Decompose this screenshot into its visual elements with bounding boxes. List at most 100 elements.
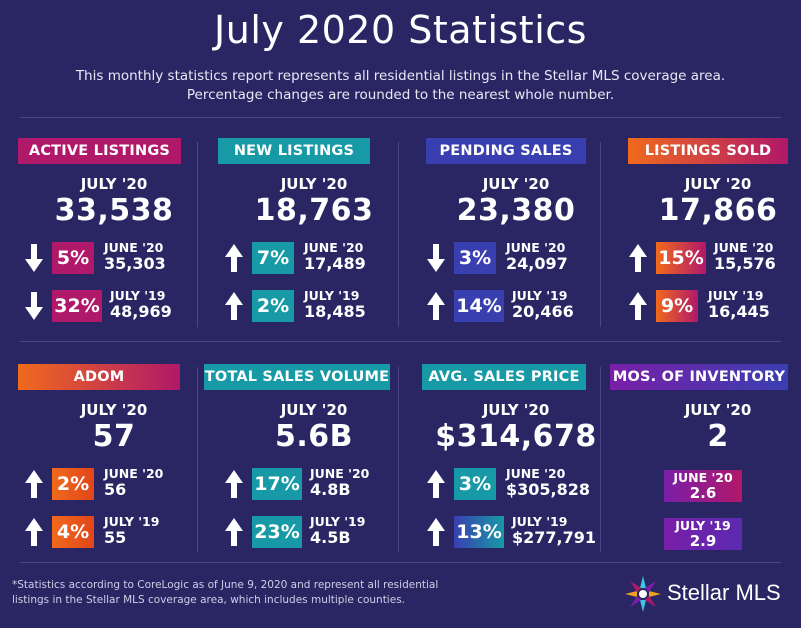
comparison-value: 15,576: [714, 254, 776, 273]
percent-change-badge: 4%: [52, 516, 94, 548]
current-period-label: JULY '20: [482, 175, 550, 193]
metric-label-badge: NEW LISTINGS: [218, 138, 370, 164]
percent-change-badge: 13%: [454, 516, 504, 548]
column-divider-6: [600, 367, 601, 552]
arrow-up-icon: [426, 516, 446, 548]
arrow-up-icon: [24, 516, 44, 548]
current-period-label: JULY '20: [482, 401, 550, 419]
metric-label-badge: LISTINGS SOLD: [628, 138, 788, 164]
comparison-value: $277,791: [512, 528, 597, 547]
comparison-period-label: JULY '19: [675, 518, 731, 533]
comparison-block: JULY '19 16,445: [708, 289, 770, 321]
comparison-period-label: JULY '19: [512, 288, 568, 303]
percent-change-badge: 32%: [52, 290, 102, 322]
percent-change-badge: 14%: [454, 290, 504, 322]
page-title: July 2020 Statistics: [214, 8, 587, 52]
footnote-line-1: *Statistics according to CoreLogic as of…: [12, 579, 439, 591]
comparison-period-label: JUNE '20: [310, 466, 370, 481]
current-value: 33,538: [54, 193, 174, 228]
stat-card: PENDING SALES JULY '20 23,380 3% JUNE '20 24,…: [416, 138, 616, 328]
comparison-period-label: JUNE '20: [304, 240, 364, 255]
current-value: 57: [92, 419, 136, 454]
column-divider-5: [398, 367, 399, 552]
comparison-period-label: JULY '19: [708, 288, 764, 303]
current-value: 5.6B: [274, 419, 353, 454]
current-value: 17,866: [658, 193, 778, 228]
comparison-value: 48,969: [110, 302, 172, 321]
comparison-value: $305,828: [506, 480, 591, 499]
comparison-value: 4.5B: [310, 528, 351, 547]
bottom-divider: [20, 562, 781, 563]
comparison-period-label: JUNE '20: [506, 466, 566, 481]
stat-card: AVG. SALES PRICE JULY '20 $314,678 3% JUNE '…: [416, 364, 616, 554]
percent-change-badge: 15%: [656, 242, 706, 274]
percent-change-badge: 2%: [52, 468, 94, 500]
comparison-block: JULY '19 4.5B: [310, 515, 365, 547]
current-value: $314,678: [435, 419, 597, 454]
comparison-value: 2.6: [689, 484, 717, 502]
comparison-period-label: JUNE '20: [673, 470, 733, 485]
comparison-period-label: JUNE '20: [506, 240, 566, 255]
arrow-up-icon: [628, 242, 648, 274]
comparison-block: JUNE '20 56: [104, 467, 163, 499]
arrow-down-icon: [24, 290, 44, 322]
stellar-mls-logo: Stellar MLS: [623, 574, 793, 614]
comparison-box: JULY '19 2.9: [664, 518, 742, 550]
comparison-block: JULY '19 55: [104, 515, 159, 547]
footnote-line-2: listings in the Stellar MLS coverage are…: [12, 594, 405, 606]
comparison-box: JUNE '20 2.6: [664, 470, 742, 502]
comparison-value: 56: [104, 480, 127, 499]
comparison-block: JUNE '20 4.8B: [310, 467, 369, 499]
metric-label-badge: TOTAL SALES VOLUME: [204, 364, 390, 390]
column-divider-3: [600, 142, 601, 327]
stat-card: ADOM JULY '20 57 2% JUNE '20 56 4% JULY '19 55: [14, 364, 214, 554]
comparison-value: 16,445: [708, 302, 770, 321]
current-value: 18,763: [254, 193, 374, 228]
footnote: *Statistics according to CoreLogic as of…: [12, 578, 492, 608]
comparison-period-label: JUNE '20: [714, 240, 774, 255]
comparison-value: 20,466: [512, 302, 574, 321]
comparison-block: JUNE '20 15,576: [714, 241, 776, 273]
comparison-block: JUNE '20 35,303: [104, 241, 166, 273]
comparison-block: JULY '19 20,466: [512, 289, 574, 321]
current-period-label: JULY '20: [80, 175, 148, 193]
current-period-label: JULY '20: [684, 401, 752, 419]
comparison-block: JULY '19 $277,791: [512, 515, 596, 547]
comparison-period-label: JULY '19: [310, 514, 366, 529]
logo-text: Stellar MLS: [667, 580, 781, 605]
arrow-down-icon: [426, 242, 446, 274]
column-divider-4: [197, 367, 198, 552]
comparison-period-label: JULY '19: [104, 514, 160, 529]
top-divider: [20, 117, 781, 118]
stat-card: LISTINGS SOLD JULY '20 17,866 15% JUNE '20 15…: [618, 138, 801, 328]
subtitle-line-1: This monthly statistics report represent…: [75, 68, 726, 84]
arrow-up-icon: [224, 468, 244, 500]
stat-card: NEW LISTINGS JULY '20 18,763 7% JUNE '20 17,4…: [214, 138, 414, 328]
star-burst-icon: [625, 576, 661, 612]
comparison-period-label: JUNE '20: [104, 466, 164, 481]
comparison-block: JUNE '20 24,097: [506, 241, 568, 273]
percent-change-badge: 3%: [454, 468, 496, 500]
percent-change-badge: 23%: [252, 516, 302, 548]
comparison-value: 17,489: [304, 254, 366, 273]
current-period-label: JULY '20: [684, 175, 752, 193]
arrow-up-icon: [426, 468, 446, 500]
current-value: 2: [707, 419, 729, 454]
comparison-value: 4.8B: [310, 480, 351, 499]
percent-change-badge: 2%: [252, 290, 294, 322]
arrow-up-icon: [628, 290, 648, 322]
current-period-label: JULY '20: [80, 401, 148, 419]
comparison-value: 35,303: [104, 254, 166, 273]
middle-divider: [20, 341, 781, 342]
percent-change-badge: 7%: [252, 242, 294, 274]
current-period-label: JULY '20: [280, 175, 348, 193]
comparison-value: 55: [104, 528, 127, 547]
comparison-block: JULY '19 48,969: [110, 289, 172, 321]
metric-label-badge: PENDING SALES: [426, 138, 586, 164]
comparison-period-label: JULY '19: [110, 288, 166, 303]
stat-card: TOTAL SALES VOLUME JULY '20 5.6B 17% JUNE '2…: [204, 364, 414, 554]
stat-card: MOS. OF INVENTORY JULY '20 2 JUNE '20 2.6 JUL…: [610, 364, 801, 554]
column-divider-1: [197, 142, 198, 327]
comparison-value: 24,097: [506, 254, 568, 273]
arrow-up-icon: [224, 242, 244, 274]
